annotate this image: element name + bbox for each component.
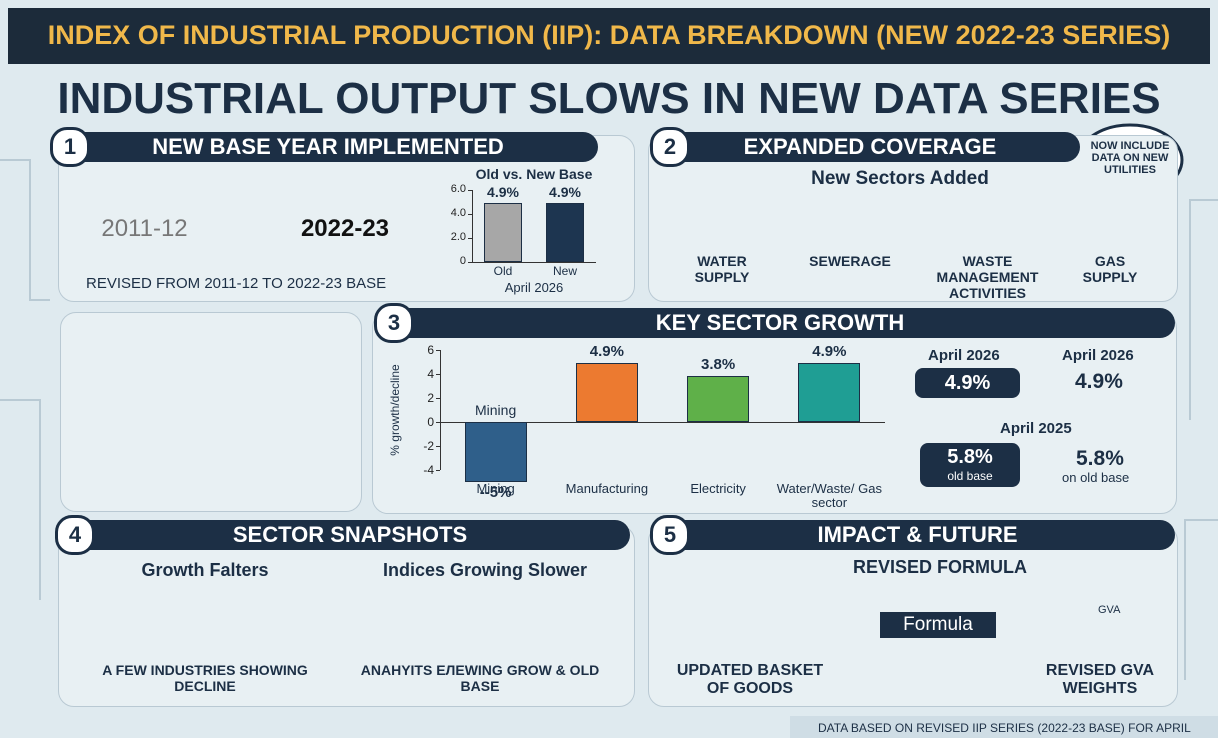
chart-title: Old vs. New Base	[472, 166, 596, 182]
value-label: 3.8%	[678, 356, 758, 373]
x-tick-label: Manufacturing	[551, 482, 662, 496]
x-tick-label: New	[534, 265, 596, 278]
y-tick-label: -2	[410, 439, 434, 453]
bar	[546, 203, 584, 262]
y-tick-label: -4	[410, 463, 434, 477]
y-axis-label: % growth/decline	[388, 350, 402, 470]
value-label: 4.9%	[789, 343, 869, 360]
bar	[798, 363, 860, 422]
annotation: Mining	[456, 402, 536, 418]
axis	[472, 190, 473, 262]
y-tick-label: 4.0	[442, 207, 466, 219]
axis	[440, 350, 441, 470]
bar	[687, 376, 749, 422]
y-tick-label: 0	[410, 415, 434, 429]
y-tick-label: 2.0	[442, 231, 466, 243]
y-tick-label: 4	[410, 367, 434, 381]
bar	[576, 363, 638, 422]
y-tick-label: 2	[410, 391, 434, 405]
x-tick-label: Mining	[440, 482, 551, 496]
tick-mark	[436, 470, 440, 471]
infographic: INDEX OF INDUSTRIAL PRODUCTION (IIP): DA…	[0, 0, 1218, 738]
x-axis-label: April 2026	[472, 280, 596, 295]
y-tick-label: 0	[442, 255, 466, 267]
y-tick-label: 6	[410, 343, 434, 357]
value-label: 4.9%	[525, 184, 605, 200]
bar	[484, 203, 522, 262]
baseline	[472, 262, 596, 263]
x-tick-label: Water/Waste/ Gas sector	[774, 482, 885, 511]
charts: 02.04.06.04.9%Old4.9%NewOld vs. New Base…	[0, 0, 1218, 738]
x-tick-label: Old	[472, 265, 534, 278]
x-tick-label: Electricity	[663, 482, 774, 496]
bar	[465, 422, 527, 482]
value-label: 4.9%	[567, 343, 647, 360]
